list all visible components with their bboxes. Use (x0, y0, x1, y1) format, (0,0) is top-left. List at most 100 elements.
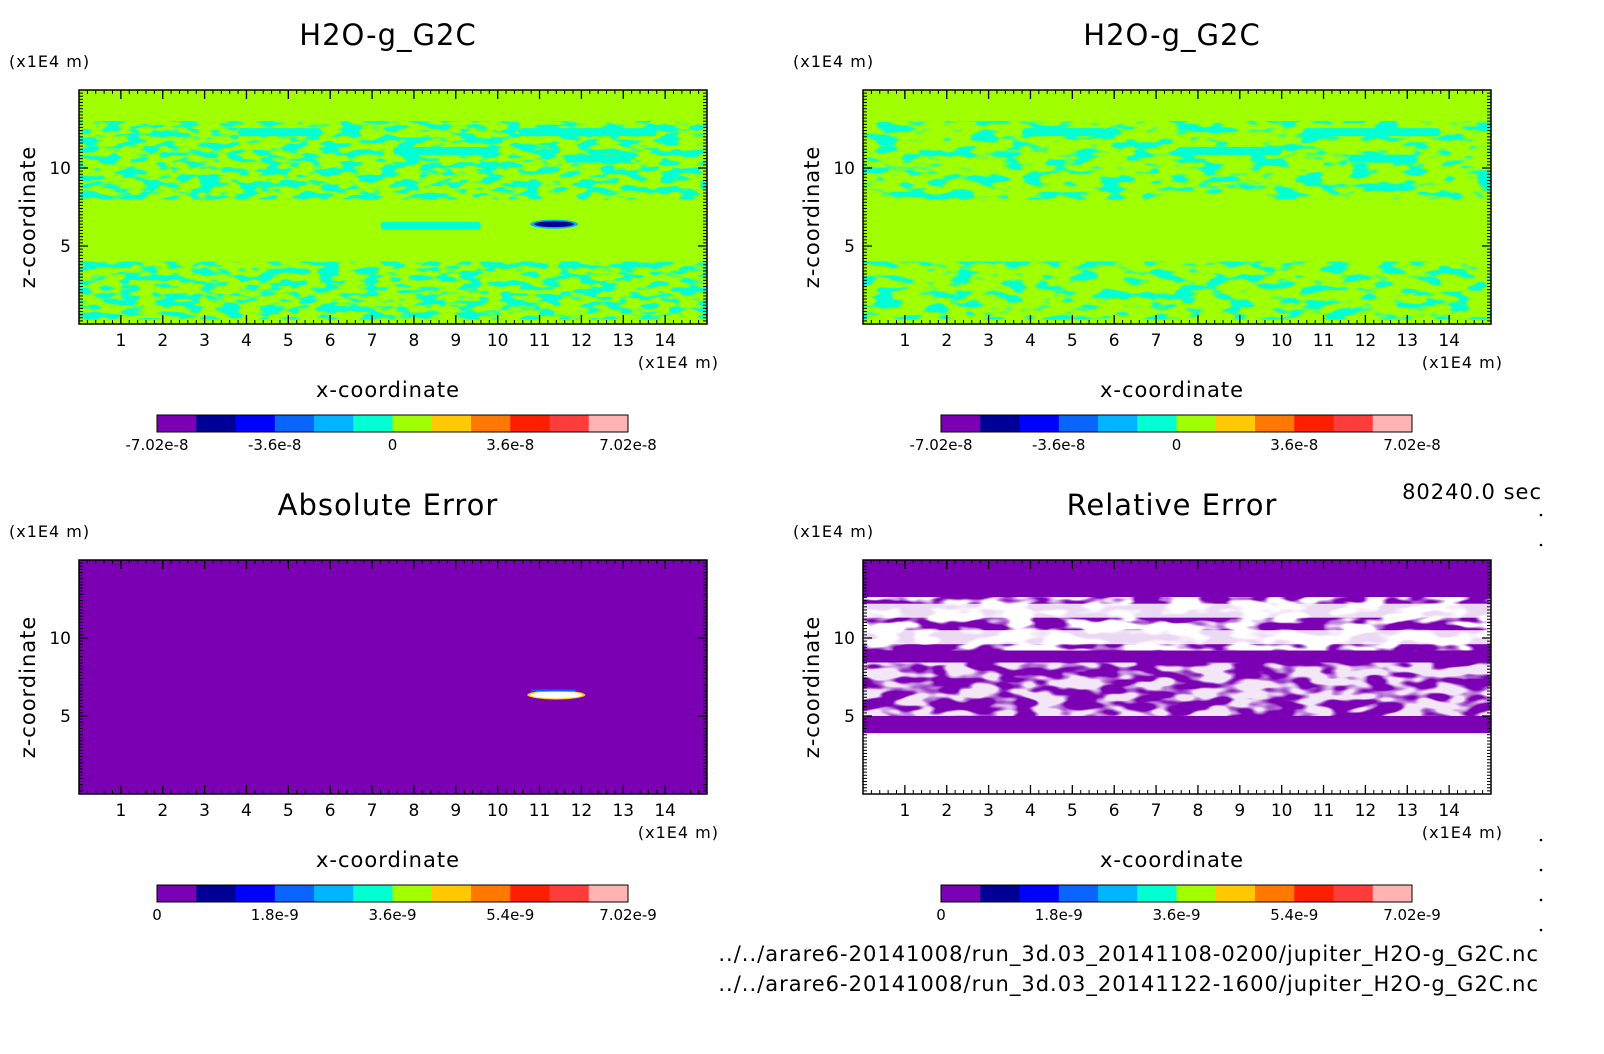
colorbar-label: -3.6e-8 (248, 436, 301, 454)
colorbar-segment (1255, 885, 1295, 902)
x-tick-label: 6 (325, 331, 336, 351)
colorbar-label: 7.02e-9 (599, 906, 657, 924)
x-tick-label: 13 (1396, 801, 1418, 821)
y-axis-label: z-coordinate (800, 616, 824, 759)
x-tick-label: 1 (115, 801, 126, 821)
chart-panel-1: H2O-g_G2C(x1E4 m)1 2 3 4 5 6 7 8 9 10 11 12 13 14510(… (9, 18, 719, 454)
x-unit-label: (x1E4 m) (638, 823, 719, 842)
undefined-band (863, 630, 1491, 645)
y-tick-label: 10 (49, 629, 71, 649)
x-tick-label: 14 (654, 331, 676, 351)
cyan-streak (380, 221, 481, 230)
colorbar-label: 1.8e-9 (251, 906, 299, 924)
colorbar-segment (274, 885, 315, 902)
panel-title: H2O-g_G2C (299, 18, 476, 52)
x-tick-label: 13 (1396, 331, 1418, 351)
cyan-streak (564, 154, 632, 163)
field-background (79, 560, 707, 794)
colorbar-segment (1215, 415, 1256, 432)
x-tick-label: 8 (409, 331, 420, 351)
edge-dot (1539, 513, 1543, 517)
colorbar-segment (1176, 885, 1217, 902)
colorbar-segment (1333, 415, 1374, 432)
x-tick-label: 3 (199, 801, 210, 821)
colorbar-label: 3.6e-9 (368, 906, 416, 924)
x-tick-label: 8 (1193, 331, 1204, 351)
plot-area (79, 560, 707, 794)
x-tick-label: 9 (1234, 801, 1245, 821)
colorbar-label: 0 (1172, 436, 1182, 454)
x-axis-label: x-coordinate (316, 378, 460, 402)
x-tick-label: 12 (1355, 801, 1377, 821)
colorbar-label: 7.02e-8 (1383, 436, 1441, 454)
x-tick-label: 5 (283, 801, 294, 821)
colorbar-segment (1098, 415, 1138, 432)
colorbar-segment (392, 885, 433, 902)
colorbar-segment (549, 415, 590, 432)
x-tick-label: 7 (1151, 801, 1162, 821)
x-tick-label: 5 (1067, 331, 1078, 351)
colorbar-segment (549, 885, 590, 902)
colorbar-segment (980, 415, 1020, 432)
x-tick-label: 9 (450, 801, 461, 821)
colorbar-segment (157, 415, 197, 432)
colorbar-segment (941, 415, 981, 432)
x-unit-label: (x1E4 m) (1422, 823, 1503, 842)
y-tick-label: 5 (844, 707, 855, 727)
colorbar-segment (941, 885, 981, 902)
x-tick-label: 12 (1355, 331, 1377, 351)
colorbar: 0 1.8e-9 3.6e-9 5.4e-9 7.02e-9 (936, 884, 1441, 924)
colorbar-label: 3.6e-8 (486, 436, 534, 454)
plot-area (863, 90, 1491, 324)
y-axis-label: z-coordinate (16, 146, 40, 289)
time-label: 80240.0 sec (1402, 480, 1542, 504)
colorbar-label: 7.02e-9 (1383, 906, 1441, 924)
edge-dot (1539, 928, 1543, 932)
chart-panel-4: Relative Error(x1E4 m)1 2 3 4 5 6 7 8 9 10 11 12 13 1… (793, 488, 1503, 924)
undefined-region-middle (863, 662, 1491, 716)
colorbar-label: 0 (152, 906, 162, 924)
x-tick-label: 10 (487, 331, 509, 351)
colorbar-segment (1058, 885, 1099, 902)
cyan-streak (518, 128, 657, 137)
colorbar-segment (1294, 415, 1334, 432)
x-tick-label: 10 (1271, 331, 1293, 351)
cyan-streak (1348, 154, 1416, 163)
colorbar-label: 0 (388, 436, 398, 454)
y-unit-label: (x1E4 m) (793, 52, 874, 71)
cyan-streak (393, 146, 498, 155)
colorbar: -7.02e-8 -3.6e-8 0 3.6e-8 7.02e-8 (126, 414, 657, 454)
x-tick-label: 6 (325, 801, 336, 821)
x-tick-label: 13 (612, 801, 634, 821)
x-unit-label: (x1E4 m) (638, 353, 719, 372)
colorbar-segment (1098, 885, 1138, 902)
x-tick-label: 6 (1109, 331, 1120, 351)
x-axis-label: x-coordinate (1100, 378, 1244, 402)
colorbar-segment (274, 415, 315, 432)
cyan-speckle-band-1 (79, 261, 707, 320)
x-tick-label: 1 (115, 331, 126, 351)
cyan-speckle-band-1 (863, 261, 1491, 320)
colorbar-segment (392, 415, 433, 432)
colorbar-segment (1372, 415, 1413, 432)
colorbar-segment (196, 415, 236, 432)
x-tick-label: 7 (367, 801, 378, 821)
x-unit-label: (x1E4 m) (1422, 353, 1503, 372)
colorbar-segment (1137, 885, 1177, 902)
colorbar: -7.02e-8 -3.6e-8 0 3.6e-8 7.02e-8 (910, 414, 1441, 454)
x-tick-label: 2 (157, 331, 168, 351)
x-tick-label: 11 (1313, 801, 1335, 821)
x-tick-label: 5 (1067, 801, 1078, 821)
x-tick-label: 7 (367, 331, 378, 351)
x-tick-label: 11 (529, 331, 551, 351)
colorbar-segment (510, 885, 550, 902)
cyan-streak (1177, 146, 1282, 155)
x-tick-label: 5 (283, 331, 294, 351)
file-path-1: ../../arare6-20141008/run_3d.03_20141108… (718, 942, 1539, 966)
plot-area (79, 90, 707, 324)
y-tick-label: 10 (833, 159, 855, 179)
x-tick-label: 2 (941, 801, 952, 821)
colorbar-segment (1333, 885, 1374, 902)
x-tick-label: 6 (1109, 801, 1120, 821)
